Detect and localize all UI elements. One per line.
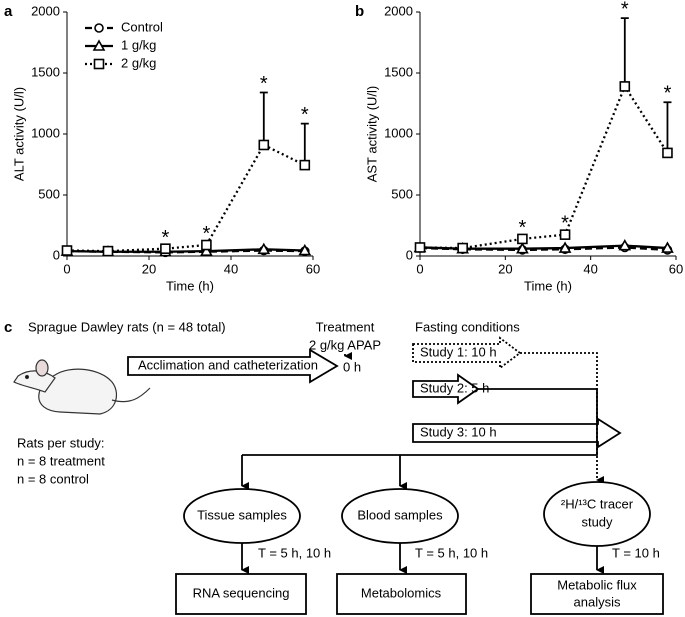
marker <box>92 39 106 51</box>
marker <box>93 58 105 70</box>
y-tick-label: 1000 <box>384 125 413 140</box>
panel-label: a <box>4 3 13 20</box>
significance-marker: * <box>519 217 527 239</box>
marker <box>299 159 311 171</box>
treatment-label: 2 g/kg APAP <box>309 337 381 352</box>
significance-marker: * <box>203 223 211 245</box>
legend-label: Control <box>121 19 163 34</box>
x-axis-label: Time (h) <box>166 278 214 293</box>
y-tick-label: 500 <box>38 186 60 201</box>
treatment-label: Treatment <box>316 319 375 334</box>
rat-icon <box>13 359 151 415</box>
panel-label: b <box>355 3 364 20</box>
marker <box>661 241 674 253</box>
output-box <box>175 573 307 615</box>
marker <box>94 23 104 33</box>
marker <box>558 241 572 253</box>
marker <box>457 242 468 254</box>
time-zero: 0 h <box>343 359 361 374</box>
diagram: c Sprague Dawley rats (n = 48 total) Rat… <box>4 319 664 615</box>
output-label: Metabolic flux <box>557 577 637 592</box>
x-tick-label: 60 <box>306 261 320 276</box>
node-label: ²H/¹³C tracer <box>561 496 634 511</box>
output-label: Metabolomics <box>361 585 442 600</box>
marker <box>258 139 270 151</box>
x-tick-label: 20 <box>142 261 156 276</box>
arrow <box>412 336 522 370</box>
x-tick-label: 0 <box>416 261 423 276</box>
output-box <box>336 573 467 615</box>
fasting-title: Fasting conditions <box>415 319 520 334</box>
diagram-title: Sprague Dawley rats (n = 48 total) <box>28 319 226 334</box>
node-label: study <box>581 514 613 529</box>
panel-label: c <box>4 319 12 336</box>
marker <box>516 242 529 254</box>
y-tick-label: 0 <box>53 247 60 262</box>
error-bar <box>300 122 309 166</box>
time-label: T = 10 h <box>612 545 660 560</box>
output-label: RNA sequencing <box>193 585 290 600</box>
x-tick-label: 20 <box>498 261 512 276</box>
y-tick-label: 2000 <box>31 3 60 18</box>
marker <box>61 245 73 256</box>
study-label: Study 2: 5 h <box>420 380 489 395</box>
marker <box>618 238 632 251</box>
y-axis-label: ALT activity (U/l) <box>11 87 26 181</box>
error-bar <box>259 91 268 145</box>
x-axis-label: Time (h) <box>524 278 572 293</box>
arrow-label: Acclimation and catheterization <box>138 357 318 372</box>
y-axis-label: AST activity (U/l) <box>364 86 379 183</box>
marker <box>662 147 673 159</box>
marker <box>160 243 171 254</box>
marker <box>619 81 631 92</box>
rats-text: n = 8 control <box>17 471 89 486</box>
y-tick-label: 1500 <box>31 64 60 79</box>
significance-marker: * <box>621 0 629 20</box>
connector <box>520 352 604 484</box>
study-label: Study 1: 10 h <box>420 344 497 359</box>
x-tick-label: 0 <box>63 261 70 276</box>
legend-label: 2 g/kg <box>121 55 156 70</box>
significance-marker: * <box>664 83 672 105</box>
y-tick-label: 500 <box>391 186 413 201</box>
time-label: T = 5 h, 10 h <box>258 545 331 560</box>
x-tick-label: 40 <box>583 261 597 276</box>
y-tick-label: 2000 <box>384 3 413 18</box>
output-box <box>530 573 664 615</box>
rats-text: n = 8 treatment <box>17 453 105 468</box>
arrow <box>412 417 622 449</box>
study-label: Study 3: 10 h <box>420 424 497 439</box>
time-label: T = 5 h, 10 h <box>415 545 488 560</box>
x-tick-label: 40 <box>224 261 238 276</box>
marker <box>200 244 213 256</box>
marker <box>298 243 312 256</box>
significance-marker: * <box>301 104 309 126</box>
output-label: analysis <box>574 594 621 609</box>
x-tick-label: 60 <box>669 261 683 276</box>
error-bar <box>620 17 629 87</box>
arrow <box>127 348 339 384</box>
series-line <box>66 143 306 253</box>
series-line <box>419 83 669 250</box>
significance-marker: * <box>561 212 569 234</box>
marker <box>414 242 426 253</box>
marker <box>559 229 571 240</box>
marker <box>102 245 114 257</box>
series-line <box>66 248 305 253</box>
rats-text: Rats per study: <box>17 435 104 450</box>
marker <box>201 239 212 251</box>
y-tick-label: 1000 <box>31 125 60 140</box>
node-label: Blood samples <box>357 507 443 522</box>
marker <box>517 233 528 245</box>
marker <box>257 242 271 255</box>
legend-label: 1 g/kg <box>121 37 156 52</box>
arrow <box>412 373 480 405</box>
significance-marker: * <box>162 227 170 249</box>
y-tick-label: 1500 <box>384 64 413 79</box>
y-tick-label: 0 <box>406 247 413 262</box>
significance-marker: * <box>260 73 268 95</box>
node-label: Tissue samples <box>197 507 287 522</box>
error-bar <box>663 101 672 153</box>
